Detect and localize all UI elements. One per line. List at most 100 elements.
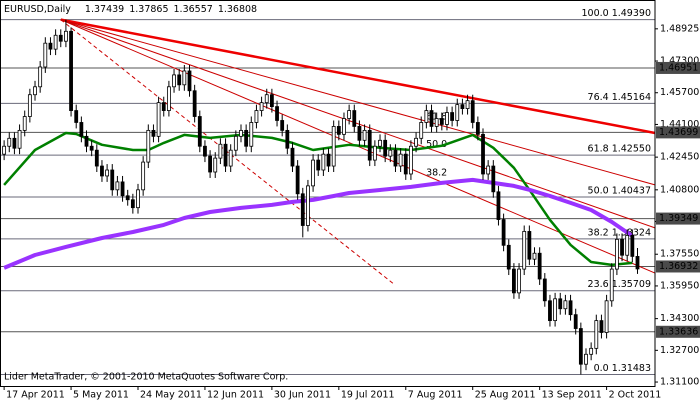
candle-body xyxy=(439,118,444,125)
candle-body xyxy=(300,193,305,226)
candle-body xyxy=(125,195,130,201)
candle-body xyxy=(326,153,331,167)
candle-body xyxy=(259,102,264,111)
x-tick-label: 7 Aug 2011 xyxy=(408,390,463,401)
fib-label: 76.4 1.45164 xyxy=(588,92,651,103)
y-tick-label: 1.37550 xyxy=(660,249,699,260)
trend-line xyxy=(60,19,396,286)
candle-body xyxy=(213,157,218,173)
candle-body xyxy=(233,135,238,151)
candle-body xyxy=(105,169,110,177)
candle-body xyxy=(362,129,367,141)
candle-body xyxy=(331,126,336,167)
candle-body xyxy=(197,116,202,147)
candle-body xyxy=(460,104,465,109)
candle-body xyxy=(512,268,516,294)
candle-body xyxy=(393,149,398,167)
trend-line xyxy=(60,18,656,135)
candle-body xyxy=(177,74,182,86)
x-tick-label: 2 Oct 2011 xyxy=(609,390,662,401)
candle-body xyxy=(94,149,99,167)
price-box xyxy=(656,61,700,74)
candle-body xyxy=(372,145,377,161)
candle-body xyxy=(218,143,223,159)
candle-body xyxy=(84,135,89,147)
candle-body xyxy=(558,298,563,310)
candle-body xyxy=(419,122,424,139)
price-box xyxy=(656,212,700,225)
candle-body xyxy=(110,169,115,191)
candle-body xyxy=(321,153,326,171)
candle-body xyxy=(378,139,382,147)
candle-body xyxy=(280,120,285,131)
y-tick-label: 1.47300 xyxy=(660,56,699,67)
candle-body xyxy=(187,70,192,92)
trend-line xyxy=(60,19,656,229)
candle-body xyxy=(403,153,408,175)
candle-body xyxy=(64,30,68,42)
candle-body xyxy=(27,94,32,117)
candle-body xyxy=(589,347,594,355)
fib-label: 100.0 1.49390 xyxy=(581,8,651,19)
candle-body xyxy=(522,231,527,270)
candle-body xyxy=(409,145,413,175)
candle-body xyxy=(254,110,259,123)
candle-body xyxy=(584,353,588,365)
candle-body xyxy=(12,137,17,149)
y-tick-label: 1.34300 xyxy=(660,313,699,324)
candle-body xyxy=(578,328,583,365)
y-tick-label: 1.42450 xyxy=(660,152,699,163)
candle-body xyxy=(151,129,156,137)
fan-label: 38.2 xyxy=(426,167,447,178)
x-tick-label: 24 May 2011 xyxy=(140,390,202,401)
candle-body xyxy=(146,129,151,163)
fib-label: 38.2 1.38324 xyxy=(588,227,651,238)
y-tick-label: 1.31100 xyxy=(660,377,699,388)
fib-label: 23.6 1.35709 xyxy=(588,279,651,290)
candle-body xyxy=(486,165,491,175)
candle-body xyxy=(182,70,187,86)
candle-body xyxy=(316,159,321,171)
candle-body xyxy=(475,122,480,135)
candle-body xyxy=(573,314,578,329)
candle-body xyxy=(53,34,58,50)
last-open: 1.37439 xyxy=(85,4,124,15)
candle-body xyxy=(568,300,573,316)
candle-body xyxy=(455,104,460,121)
credit: Lider MetaTrader, © 2001-2010 MetaQuotes… xyxy=(4,372,288,383)
fib-label: 0.0 1.31483 xyxy=(594,363,651,374)
candle-body xyxy=(130,199,135,209)
x-tick-label: 5 May 2011 xyxy=(73,390,129,401)
candle-body xyxy=(141,161,146,191)
price-box-label: 1.46951 xyxy=(659,62,698,73)
candle-body xyxy=(311,159,315,187)
candle-body xyxy=(22,116,27,131)
candle-body xyxy=(501,219,506,246)
candle-body xyxy=(470,100,475,123)
x-tick-label: 13 Sep 2011 xyxy=(542,390,602,401)
y-tick-label: 1.35950 xyxy=(660,280,699,291)
candle-body xyxy=(424,110,429,123)
candle-body xyxy=(542,278,547,302)
candle-body xyxy=(161,102,166,111)
candle-body xyxy=(136,189,140,209)
candle-body xyxy=(172,74,176,88)
candle-body xyxy=(388,149,393,157)
candle-body xyxy=(527,231,532,260)
candle-body xyxy=(352,110,357,127)
candle-body xyxy=(604,300,609,333)
candle-body xyxy=(429,110,434,127)
candle-body xyxy=(614,238,619,270)
header: EURUSD,Daily 1.37439 1.37865 1.36557 1.36808 xyxy=(4,4,257,15)
moving-average xyxy=(3,177,634,270)
x-tick-label: 17 Apr 2011 xyxy=(6,390,65,401)
candle-body xyxy=(625,235,630,256)
candle-body xyxy=(79,122,84,137)
candle-body xyxy=(548,300,552,322)
candle-body xyxy=(414,137,418,147)
candle-body xyxy=(367,129,372,161)
candle-body xyxy=(342,118,346,135)
candle-body xyxy=(553,298,558,322)
candle-body xyxy=(43,42,48,68)
